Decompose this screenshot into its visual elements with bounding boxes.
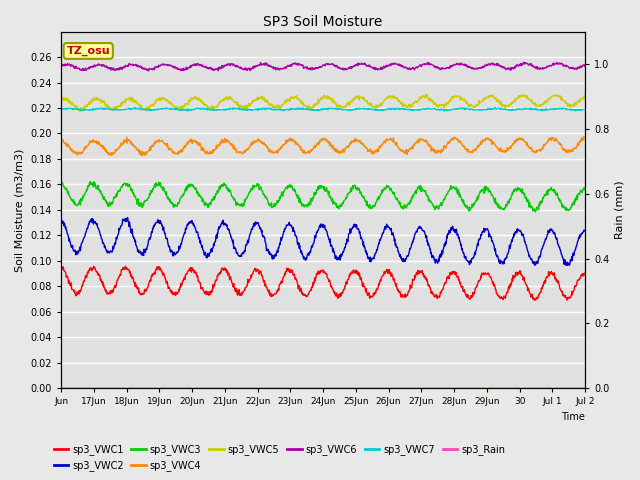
Legend: sp3_VWC1, sp3_VWC2, sp3_VWC3, sp3_VWC4, sp3_VWC5, sp3_VWC6, sp3_VWC7, sp3_Rain: sp3_VWC1, sp3_VWC2, sp3_VWC3, sp3_VWC4, … <box>50 441 509 475</box>
Y-axis label: Soil Moisture (m3/m3): Soil Moisture (m3/m3) <box>15 148 25 272</box>
X-axis label: Time: Time <box>561 412 585 422</box>
Y-axis label: Rain (mm): Rain (mm) <box>615 180 625 239</box>
Text: TZ_osu: TZ_osu <box>67 46 110 56</box>
Title: SP3 Soil Moisture: SP3 Soil Moisture <box>264 15 383 29</box>
